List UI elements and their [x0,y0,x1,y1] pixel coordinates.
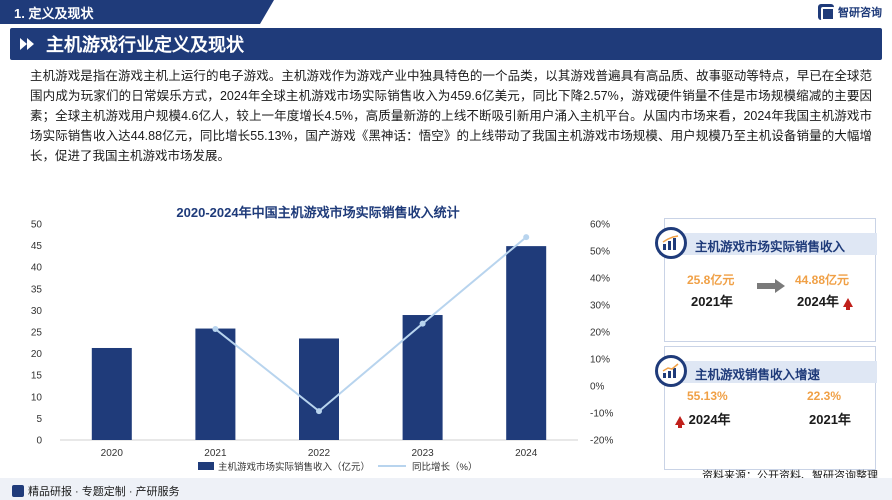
trend-chart-icon [655,355,687,387]
bar-2021 [195,328,236,440]
growth-point [212,326,219,333]
left-axis-tick-label: 35 [31,284,43,295]
right-axis-tick-label: 40% [590,274,610,285]
left-axis-tick-label: 10 [31,392,43,403]
right-axis-tick-label: 30% [590,301,610,312]
chart-title: 2020-2024年中国主机游戏市场实际销售收入统计 [176,205,460,220]
legend-swatch-revenue [198,462,214,470]
growth-right-year: 2021年 [809,412,851,427]
growth-right-value: 22.3% [807,389,842,403]
logo-text: 智研咨询 [838,7,882,19]
growth-left-value: 55.13% [687,389,728,403]
right-axis-tick-label: 60% [590,220,610,231]
bar-2024 [506,246,547,440]
growth-left-year: 2024年 [688,412,731,427]
right-axis-tick-label: 0% [590,382,605,393]
title-bar: 主机游戏行业定义及现状 [10,28,882,60]
left-axis-tick-label: 20 [31,349,43,360]
growth-left-year-wrap: 2024年 [675,409,731,429]
revenue-from-value: 25.8亿元 [687,273,735,287]
revenue-to-year-wrap: 2024年 [797,291,853,311]
right-axis-tick-label: 20% [590,328,610,339]
growth-card-title: 主机游戏销售收入增速 [695,368,821,382]
growth-point [316,408,322,415]
revenue-to-value: 44.88亿元 [795,273,850,287]
revenue-card-header: 主机游戏市场实际销售收入 [655,227,877,259]
left-axis-tick-label: 5 [36,414,42,425]
left-axis-tick-label: 50 [31,220,43,231]
x-axis-tick-label: 2024 [515,448,538,459]
revenue-chart: 0 5 10 15 20 25 30 35 40 45 50 -20% -10% 0% 10% 20% 30% 4… [18,200,618,480]
left-axis-tick-label: 30 [31,306,43,317]
chart-svg: 0 5 10 15 20 25 30 35 40 45 50 -20% -10% 0% 10% 20% 30% 4… [31,220,614,474]
revenue-from-year: 2021年 [691,294,733,309]
page-title: 主机游戏行业定义及现状 [46,35,244,55]
growth-card-header: 主机游戏销售收入增速 [655,355,877,387]
legend-label-revenue: 主机游戏市场实际销售收入（亿元） [218,461,370,473]
x-axis-tick-label: 2021 [204,448,227,459]
revenue-card-title: 主机游戏市场实际销售收入 [695,240,846,254]
up-arrow-icon [675,416,685,429]
up-arrow-icon [842,298,853,311]
growth-point [419,320,426,327]
x-axis-tick-label: 2022 [308,448,331,459]
right-axis-tick-label: 50% [590,247,610,258]
growth-line [214,236,527,413]
revenue-to-year: 2024年 [797,294,839,309]
left-axis-tick-label: 25 [31,328,43,339]
growth-point [523,234,530,241]
right-arrow-icon [757,279,785,293]
footer-text: 精品研报 · 专题定制 · 产研服务 [28,486,180,498]
brand-logo: 智研咨询 [818,4,882,21]
footer-bar: 精品研报 · 专题定制 · 产研服务 [0,478,892,500]
bar-2023 [402,315,443,440]
left-axis-tick-label: 45 [31,241,43,252]
x-axis-tick-label: 2020 [101,448,124,459]
left-axis-tick-label: 15 [31,371,43,382]
section-stripe [0,0,274,24]
left-axis-tick-label: 0 [36,436,42,447]
growth-card: 主机游戏销售收入增速 55.13% 2024年 22.3% 2021年 [655,346,877,470]
legend-label-growth: 同比增长（%） [412,461,477,473]
bar-2022 [299,338,339,440]
intro-paragraph: 主机游戏是指在游戏主机上运行的电子游戏。主机游戏作为游戏产业中独具特色的一个品类… [30,69,872,163]
logo-icon [818,4,835,21]
right-axis-tick-label: -10% [590,409,613,420]
footer-brand: 精品研报 · 专题定制 · 产研服务 [12,483,180,499]
section-label: 1. 定义及现状 [14,6,94,21]
right-axis-tick-label: -20% [590,436,613,447]
right-axis-tick-label: 10% [590,355,610,366]
revenue-card: 主机游戏市场实际销售收入 25.8亿元 2021年 44.88亿元 2024年 [655,218,877,342]
top-bar: 1. 定义及现状 智研咨询 [0,0,892,24]
left-axis-tick-label: 40 [31,263,43,274]
x-axis-tick-label: 2023 [411,448,434,459]
bar-chart-icon [655,227,687,259]
footer-logo-icon [12,485,24,497]
bar-2020 [91,347,132,440]
double-chevron-icon [20,36,36,52]
